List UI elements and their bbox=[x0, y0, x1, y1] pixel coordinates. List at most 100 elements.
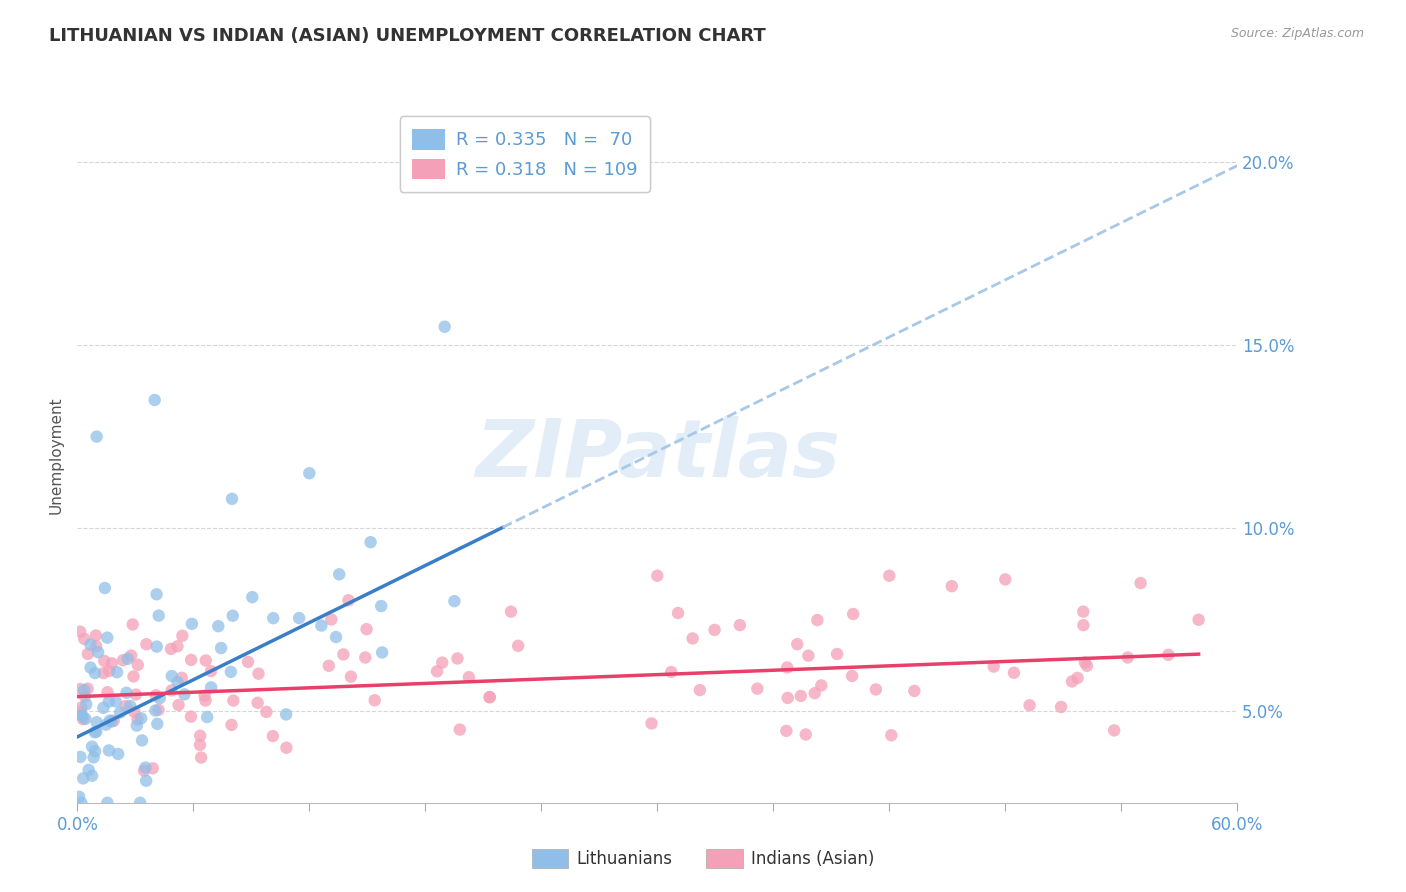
Point bbox=[747, 681, 769, 696]
Point bbox=[73, 690, 96, 704]
Point bbox=[72, 712, 94, 726]
Point bbox=[190, 750, 212, 764]
Point bbox=[328, 567, 350, 582]
Point bbox=[148, 703, 170, 717]
Point bbox=[72, 709, 94, 723]
Point bbox=[142, 761, 165, 775]
Point bbox=[73, 632, 96, 646]
Point bbox=[478, 690, 501, 705]
Point bbox=[180, 616, 202, 631]
Point bbox=[117, 652, 139, 666]
Point bbox=[100, 714, 122, 729]
Point bbox=[221, 718, 243, 732]
Point bbox=[84, 724, 107, 739]
Point bbox=[170, 671, 193, 685]
Point bbox=[122, 669, 145, 683]
Point bbox=[135, 773, 157, 788]
Point bbox=[105, 665, 128, 680]
Point bbox=[160, 642, 183, 657]
Point bbox=[84, 666, 107, 681]
Point bbox=[104, 694, 127, 708]
Point bbox=[193, 689, 215, 703]
Point bbox=[127, 657, 149, 672]
Point bbox=[449, 723, 471, 737]
Point bbox=[775, 723, 797, 738]
Point bbox=[188, 729, 211, 743]
Point bbox=[941, 579, 963, 593]
Point bbox=[865, 682, 887, 697]
Point bbox=[93, 700, 115, 714]
Point bbox=[195, 710, 218, 724]
Point bbox=[76, 647, 98, 661]
Point bbox=[145, 704, 167, 718]
Point bbox=[166, 675, 188, 690]
Point bbox=[120, 698, 142, 713]
Point bbox=[994, 573, 1017, 587]
Point bbox=[194, 653, 217, 667]
Point bbox=[132, 764, 155, 778]
Point bbox=[1076, 658, 1098, 673]
Point bbox=[1060, 674, 1083, 689]
Point bbox=[129, 796, 152, 810]
Point bbox=[72, 772, 94, 786]
Point bbox=[222, 693, 245, 707]
Point bbox=[120, 648, 142, 663]
Point bbox=[360, 535, 382, 549]
Point bbox=[311, 618, 333, 632]
Point bbox=[183, 806, 205, 821]
Point bbox=[108, 706, 131, 720]
Point bbox=[1071, 605, 1094, 619]
Point bbox=[877, 568, 901, 582]
Point bbox=[432, 656, 454, 670]
Point bbox=[776, 690, 799, 705]
Point bbox=[478, 690, 501, 704]
Point bbox=[803, 686, 825, 700]
Point bbox=[84, 639, 107, 653]
Point bbox=[125, 688, 148, 702]
Point bbox=[97, 743, 120, 757]
Point bbox=[70, 700, 93, 714]
Point bbox=[69, 624, 91, 639]
Point bbox=[340, 670, 363, 684]
Point bbox=[880, 728, 903, 742]
Point bbox=[246, 696, 269, 710]
Point bbox=[167, 698, 190, 712]
Point bbox=[426, 665, 449, 679]
Point bbox=[96, 796, 118, 810]
Point bbox=[125, 718, 148, 732]
Point bbox=[143, 392, 166, 407]
Point bbox=[288, 611, 311, 625]
Point bbox=[318, 658, 340, 673]
Point bbox=[70, 708, 93, 723]
Point bbox=[70, 796, 93, 810]
Point bbox=[647, 568, 669, 582]
Point bbox=[98, 664, 121, 678]
Point bbox=[135, 637, 157, 651]
Point bbox=[145, 689, 167, 703]
Point bbox=[221, 491, 243, 506]
Point bbox=[375, 806, 398, 821]
Point bbox=[810, 678, 832, 692]
Point bbox=[1116, 650, 1139, 665]
Text: ZIPatlas: ZIPatlas bbox=[475, 416, 839, 494]
Text: LITHUANIAN VS INDIAN (ASIAN) UNEMPLOYMENT CORRELATION CHART: LITHUANIAN VS INDIAN (ASIAN) UNEMPLOYMEN… bbox=[49, 27, 766, 45]
Point bbox=[356, 622, 378, 636]
Point bbox=[86, 429, 108, 443]
Point bbox=[446, 651, 468, 665]
Point bbox=[94, 717, 117, 731]
Point bbox=[107, 747, 129, 761]
Point bbox=[433, 319, 456, 334]
Point bbox=[146, 716, 169, 731]
Point bbox=[80, 769, 103, 783]
Point bbox=[1157, 648, 1180, 662]
Point bbox=[370, 599, 392, 613]
Point bbox=[790, 689, 813, 703]
Point bbox=[222, 608, 245, 623]
Point bbox=[247, 666, 270, 681]
Legend: Lithuanians, Indians (Asian): Lithuanians, Indians (Asian) bbox=[524, 842, 882, 875]
Point bbox=[786, 637, 808, 651]
Point bbox=[806, 613, 828, 627]
Point bbox=[1002, 665, 1025, 680]
Point bbox=[321, 612, 343, 626]
Point bbox=[145, 587, 167, 601]
